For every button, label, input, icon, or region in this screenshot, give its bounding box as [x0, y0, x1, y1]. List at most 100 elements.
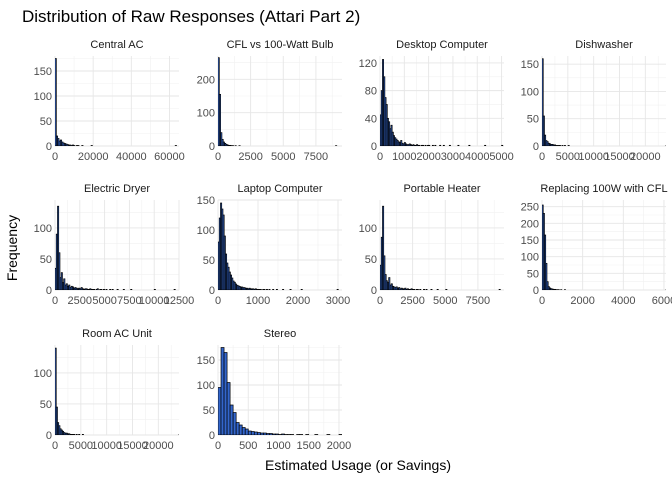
histogram-bar [235, 422, 240, 435]
x-tick-label: 0 [215, 151, 221, 163]
histogram-bar [388, 277, 391, 290]
x-tick-label: 5000 [92, 295, 116, 307]
y-tick-label: 100 [34, 223, 52, 235]
x-axis-label: Estimated Usage (or Savings) [265, 457, 451, 473]
histogram-bar [423, 289, 425, 290]
y-tick-label: 0 [209, 430, 215, 442]
histogram-bar [468, 144, 471, 146]
x-tick-label: 4000 [465, 151, 489, 163]
x-tick-label: 5000 [69, 440, 93, 452]
x-tick-label: 2500 [238, 151, 262, 163]
y-tick-label: 0 [46, 285, 52, 297]
facet-strip-title: CFL vs 100-Watt Bulb [227, 39, 334, 51]
x-tick-label: 60000 [154, 151, 185, 163]
histogram-bar [289, 289, 292, 290]
y-tick-label: 0 [371, 285, 377, 297]
major-gridlines [541, 56, 666, 147]
y-tick-label: 100 [197, 108, 215, 120]
histogram-bar [263, 432, 267, 435]
histogram-bars [55, 347, 179, 435]
histogram-bar [93, 289, 96, 290]
histogram-bar [73, 434, 76, 435]
y-tick-label: 50 [527, 114, 539, 126]
facet-strip-title: Laptop Computer [238, 183, 323, 195]
x-tick-label: 20000 [78, 151, 109, 163]
histogram-bars [380, 59, 504, 146]
y-tick-label: 100 [359, 223, 377, 235]
x-tick-label: 2000 [327, 440, 351, 452]
histogram-bar [111, 289, 114, 290]
histogram-bar [336, 289, 339, 290]
histogram-bar [272, 289, 275, 290]
histogram-bar [266, 289, 268, 290]
histogram-bar [96, 288, 99, 290]
histogram-bar [256, 432, 261, 435]
histogram-bar [109, 289, 112, 290]
histogram-bar [445, 289, 448, 290]
histogram-bar [484, 144, 487, 146]
histogram-bar [90, 145, 93, 146]
histogram-bar [153, 289, 156, 290]
histogram-bar [247, 430, 252, 435]
y-tick-label: 0 [371, 141, 377, 153]
facet-panel: Stereo 0 500 1000 1500 2000 0 50 100 150 [197, 328, 352, 452]
histogram-bar [269, 433, 273, 435]
y-tick-label: 0 [209, 285, 215, 297]
histogram-bar [284, 434, 288, 435]
histogram-bar [544, 234, 547, 290]
histogram-bar [282, 289, 285, 290]
y-tick-label: 50 [40, 254, 52, 266]
histogram-bar [278, 434, 282, 435]
x-tick-label: 0 [377, 151, 383, 163]
x-tick-label: 5000 [433, 295, 457, 307]
histogram-bar [434, 144, 437, 146]
histogram-bar [100, 289, 103, 290]
y-tick-label: 50 [365, 254, 377, 266]
minor-gridlines [55, 200, 179, 290]
histogram-bar [55, 406, 58, 435]
histogram-bar [314, 434, 319, 435]
histogram-bar [60, 272, 63, 290]
x-tick-label: 3000 [441, 151, 465, 163]
histogram-bar [559, 145, 561, 146]
histogram-bars [218, 202, 339, 290]
histogram-bar [266, 433, 270, 435]
histogram-bar [55, 347, 57, 435]
histogram-bar [290, 434, 294, 435]
y-tick-label: 250 [521, 202, 539, 214]
histogram-bar [244, 428, 249, 435]
histogram-bar [173, 289, 176, 290]
histogram-bar [232, 412, 237, 435]
y-tick-label: 40 [365, 113, 377, 125]
histogram-bar [413, 289, 416, 290]
minor-gridlines [380, 200, 504, 290]
x-tick-label: 3000 [326, 295, 350, 307]
histogram-bar [545, 262, 548, 290]
x-tick-label: 15000 [117, 440, 148, 452]
histogram-bars [218, 347, 342, 435]
histogram-bar [418, 144, 421, 146]
histogram-bar [81, 434, 84, 435]
x-tick-label: 2000 [286, 295, 310, 307]
histogram-bar [73, 145, 76, 146]
histogram-bar [546, 281, 549, 290]
x-tick-label: 0 [52, 295, 58, 307]
histogram-bar [116, 289, 119, 290]
x-tick-label: 0 [52, 151, 58, 163]
histogram-bar [218, 387, 222, 435]
y-tick-label: 50 [40, 399, 52, 411]
histogram-bar [220, 347, 225, 435]
histogram-bar [58, 252, 61, 290]
histogram-bar [263, 289, 266, 290]
x-tick-label: 500 [239, 440, 257, 452]
x-tick-label: 0 [539, 295, 545, 307]
histogram-bar [296, 434, 301, 435]
histogram-bar [419, 289, 422, 290]
histogram-bar [436, 289, 439, 290]
histogram-bars [55, 58, 177, 146]
y-tick-label: 150 [197, 195, 215, 207]
histogram-bar [561, 145, 564, 146]
x-tick-label: 0 [215, 295, 221, 307]
y-tick-label: 150 [34, 66, 52, 78]
